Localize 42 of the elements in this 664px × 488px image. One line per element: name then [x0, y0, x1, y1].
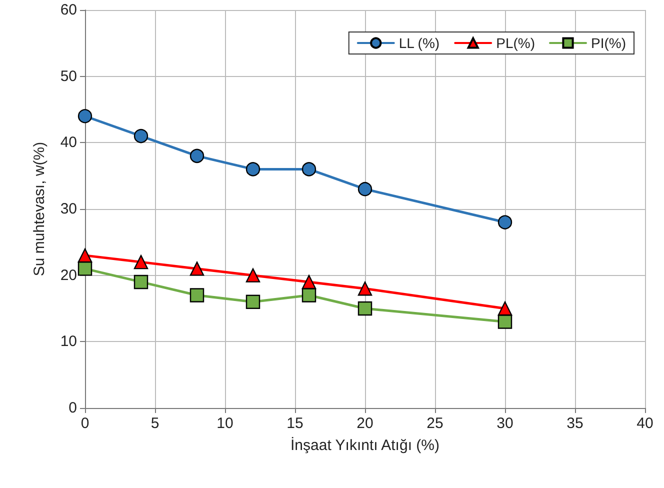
point [246, 294, 260, 309]
y-tick-label: 60 [60, 2, 77, 18]
point [78, 262, 92, 276]
point [134, 254, 148, 270]
point [302, 274, 316, 290]
point [78, 109, 92, 124]
point [78, 248, 92, 263]
y-tick-label: 0 [68, 400, 77, 416]
point [246, 162, 260, 176]
y-tick-label: 30 [60, 200, 77, 218]
legend-label: PL(%) [496, 35, 536, 51]
y-tick-label: 50 [60, 68, 77, 85]
point [134, 128, 148, 144]
x-tick-label: 30 [496, 415, 514, 432]
y-tick-label: 10 [60, 333, 77, 350]
point [498, 314, 512, 329]
point [190, 148, 204, 164]
point [190, 262, 204, 276]
point [302, 162, 316, 176]
point [134, 274, 148, 290]
x-tick-label: 5 [150, 415, 160, 432]
point [302, 288, 316, 302]
x-tick-label: 0 [80, 415, 90, 432]
point [498, 301, 512, 316]
x-tick-label: 15 [286, 415, 304, 432]
point [246, 268, 260, 282]
point [358, 182, 372, 196]
x-tick-label: 25 [426, 415, 444, 432]
x-axis-title: İnşaat Yıkıntı Atığı (%) [290, 436, 440, 454]
y-tick-label: 40 [60, 134, 77, 152]
point [498, 215, 512, 230]
point [190, 288, 204, 302]
y-axis-title: Su muhtevası, w(%) [31, 142, 48, 276]
x-tick-label: 20 [356, 415, 374, 432]
y-tick-label: 20 [60, 266, 77, 284]
legend-label: LL (%) [398, 35, 440, 51]
point [358, 301, 372, 316]
x-tick-label: 40 [636, 415, 654, 432]
x-tick-label: 35 [566, 415, 584, 432]
legend-label: PI(%) [591, 35, 626, 51]
x-tick-label: 10 [216, 415, 234, 432]
point [358, 282, 372, 296]
